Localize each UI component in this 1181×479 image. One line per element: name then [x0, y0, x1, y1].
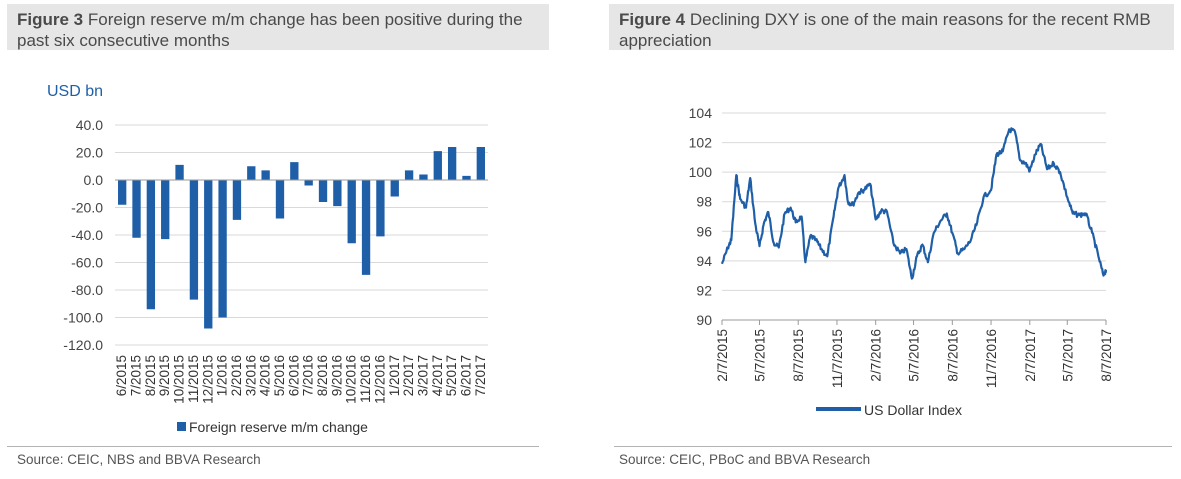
bar [132, 180, 141, 238]
bar [447, 147, 457, 180]
x-tick-label: 5/7/2015 [752, 329, 767, 382]
x-tick-label: 8/7/2016 [945, 329, 960, 382]
y-tick-label: 0.0 [84, 172, 104, 188]
bar [404, 170, 414, 180]
bar [247, 166, 256, 180]
y-tick-label: 40.0 [76, 117, 103, 133]
figure-4-source: Source: CEIC, PBoC and BBVA Research [619, 452, 871, 467]
y-tick-label: 90 [696, 312, 712, 328]
x-tick-label: 11/2015 [186, 355, 201, 403]
figure-4-title-text: Declining DXY is one of the main reasons… [619, 10, 1151, 50]
x-tick-label: 8/7/2017 [1099, 329, 1114, 382]
y-tick-label: -100.0 [63, 310, 103, 326]
x-tick-label: 3/2016 [243, 355, 258, 396]
x-tick-label: 5/2016 [272, 355, 287, 396]
y-tick-label: -120.0 [63, 337, 103, 353]
x-tick-label: 8/2015 [143, 355, 158, 396]
y-tick-label: 98 [696, 194, 712, 210]
series-line-us-dollar-index [720, 127, 1108, 280]
bar [232, 180, 242, 220]
bar [161, 180, 170, 240]
y-tick-label: 104 [689, 105, 713, 121]
bar [347, 180, 356, 244]
x-tick-label: 2/7/2016 [869, 329, 884, 382]
bar [204, 180, 213, 329]
bar [333, 180, 342, 207]
figure-3-title: Figure 3 Foreign reserve m/m change has … [7, 4, 549, 50]
x-tick-label: 5/7/2016 [907, 329, 922, 382]
x-tick-label: 5/7/2017 [1060, 329, 1075, 382]
bar [361, 180, 371, 275]
figure-4-title: Figure 4 Declining DXY is one of the mai… [609, 4, 1174, 50]
x-tick-label: 10/2015 [172, 355, 187, 404]
y-tick-label: -60.0 [71, 255, 103, 271]
figure-4-label: Figure 4 [619, 10, 686, 29]
x-tick-label: 6/2016 [286, 355, 301, 396]
x-tick-label: 10/2016 [344, 355, 359, 404]
bar [318, 180, 328, 202]
x-tick-label: 11/7/2016 [984, 329, 999, 388]
figure-3-title-text: Foreign reserve m/m change has been posi… [17, 10, 523, 50]
y-tick-label: 94 [696, 253, 712, 269]
bar-chart: USD bn 40.0 20.0 0.0 -20.0 -40.0 -60.0 -80.0 -10… [47, 83, 488, 435]
x-tick-label: 11/2016 [358, 355, 373, 403]
y-tick-label: 20.0 [76, 145, 103, 161]
x-tick-label: 4/2017 [430, 355, 445, 396]
bar [390, 180, 399, 197]
y-tick-label: 92 [696, 282, 712, 298]
y-tick-label: 100 [689, 164, 713, 180]
x-tick-label: 2/2017 [401, 355, 416, 396]
line-chart: 104 102 100 98 96 94 92 902/7/2015 5/7/2015 8/7/2… [689, 105, 1114, 418]
x-tick-label: 1/2016 [215, 355, 230, 396]
x-tick-label: 3/2017 [415, 355, 430, 396]
bar [304, 180, 313, 186]
y-tick-label: 96 [696, 223, 712, 239]
bar [189, 180, 199, 300]
x-tick-label: 12/2015 [200, 355, 215, 404]
x-tick-label: 9/2016 [329, 355, 344, 396]
legend-label: Foreign reserve m/m change [189, 419, 368, 435]
x-tick-label: 5/2017 [444, 355, 459, 396]
bar [175, 164, 184, 180]
y-tick-label: -40.0 [71, 227, 103, 243]
bar [476, 147, 485, 180]
y-tick-label: 102 [689, 135, 713, 151]
bar [146, 180, 156, 310]
bar [419, 174, 428, 180]
y-tick-label: -20.0 [71, 200, 103, 216]
x-tick-label: 7/2017 [473, 355, 488, 396]
x-tick-label: 6/2017 [458, 355, 473, 396]
bar [118, 180, 127, 205]
x-tick-label: 7/2015 [129, 355, 144, 396]
x-tick-label: 6/2015 [114, 355, 129, 396]
legend-swatch [177, 422, 186, 431]
bar [275, 180, 285, 219]
x-tick-label: 7/2016 [301, 355, 316, 396]
x-tick-label: 2/2016 [229, 355, 244, 396]
x-tick-label: 4/2016 [258, 355, 273, 396]
x-tick-label: 8/7/2015 [791, 329, 806, 382]
figure-3-source: Source: CEIC, NBS and BBVA Research [17, 452, 261, 467]
figure-3-divider [7, 446, 539, 447]
x-tick-label: 2/7/2015 [715, 329, 730, 382]
figure-4-divider [614, 446, 1172, 447]
x-tick-label: 8/2016 [315, 355, 330, 396]
y-tick-label: -80.0 [71, 282, 103, 298]
bar [218, 180, 227, 318]
x-tick-label: 12/2016 [372, 355, 387, 404]
bar [433, 151, 442, 180]
x-tick-label: 1/2017 [387, 355, 402, 396]
bar [462, 175, 471, 180]
bar [290, 162, 299, 180]
y-axis-label: USD bn [47, 83, 103, 100]
figure-3-label: Figure 3 [17, 10, 84, 29]
x-tick-label: 2/7/2017 [1023, 329, 1038, 382]
bar [376, 180, 385, 237]
x-tick-label: 9/2015 [157, 355, 172, 396]
x-tick-label: 11/7/2015 [830, 329, 845, 388]
legend-label: US Dollar Index [864, 402, 962, 418]
bar [261, 170, 270, 180]
